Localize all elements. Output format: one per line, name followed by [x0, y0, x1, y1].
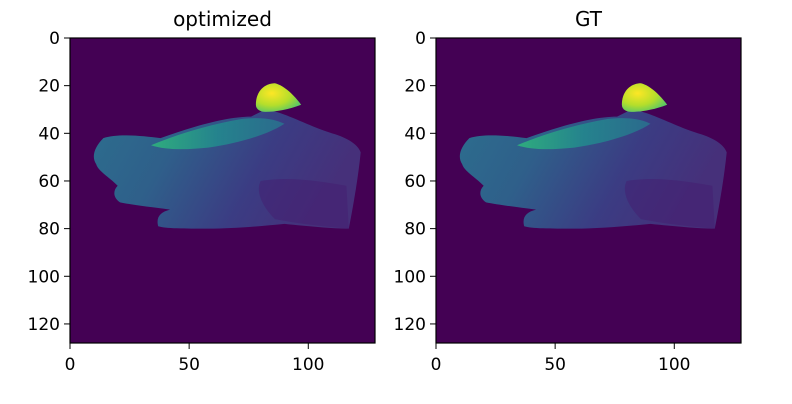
y-tick-label: 80 — [38, 220, 60, 240]
index-finger — [517, 118, 651, 150]
palm-shadow — [624, 178, 715, 229]
palm-shadow — [258, 178, 349, 229]
hand-depth-region — [93, 83, 361, 229]
panel-title: GT — [575, 7, 603, 31]
y-tick-label: 20 — [404, 77, 426, 97]
hand-body — [93, 109, 361, 229]
x-tick-label: 0 — [65, 355, 76, 375]
thumb-tip — [255, 83, 302, 112]
index-finger — [151, 118, 285, 150]
x-tick-label: 0 — [431, 355, 442, 375]
axes-frame — [435, 37, 742, 344]
hand-body — [459, 109, 727, 229]
y-tick-label: 40 — [38, 124, 60, 144]
x-tick-label: 50 — [178, 355, 200, 375]
thumb-tip — [621, 83, 668, 112]
y-tick-label: 60 — [404, 172, 426, 192]
y-tick-label: 0 — [415, 29, 426, 49]
y-tick-label: 120 — [394, 315, 426, 335]
x-tick-label: 100 — [292, 355, 324, 375]
hand-depth-region — [459, 83, 727, 229]
y-tick-label: 40 — [404, 124, 426, 144]
panel-title: optimized — [173, 7, 272, 31]
y-tick-label: 120 — [28, 315, 60, 335]
y-tick-label: 0 — [49, 29, 60, 49]
x-tick-label: 100 — [658, 355, 690, 375]
x-tick-label: 50 — [544, 355, 566, 375]
y-tick-label: 20 — [38, 77, 60, 97]
y-tick-label: 60 — [38, 172, 60, 192]
y-tick-label: 80 — [404, 220, 426, 240]
axes-frame — [69, 37, 376, 344]
y-tick-label: 100 — [394, 267, 426, 287]
y-tick-label: 100 — [28, 267, 60, 287]
